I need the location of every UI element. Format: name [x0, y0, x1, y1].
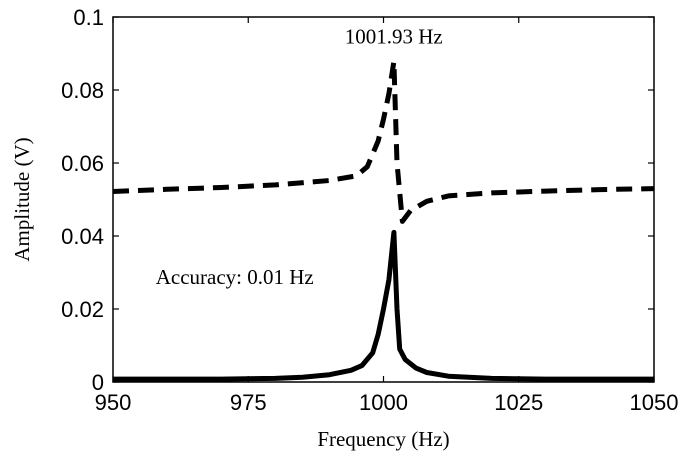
- y-tick-labels: 0 0.02 0.04 0.06 0.08 0.1: [61, 5, 104, 395]
- y-tick-label: 0.06: [61, 151, 104, 176]
- x-tick-label: 1050: [630, 390, 679, 415]
- series: [112, 59, 655, 382]
- x-axis-title: Frequency (Hz): [317, 427, 449, 451]
- x-tick-label: 950: [95, 390, 132, 415]
- dashed-series-line: [112, 59, 655, 224]
- y-tick-label: 0.08: [61, 78, 104, 103]
- y-tick-label: 0.02: [61, 297, 104, 322]
- annotations: 1001.93 Hz Accuracy: 0.01 Hz: [156, 24, 443, 289]
- x-tick-labels: 950 975 1000 1025 1050: [95, 390, 679, 415]
- y-tick-label: 0.04: [61, 224, 104, 249]
- annotation-label: Accuracy: 0.01 Hz: [156, 265, 314, 289]
- x-tick-label: 1025: [494, 390, 543, 415]
- ticks: [112, 16, 655, 383]
- y-tick-label: 0.1: [73, 5, 104, 30]
- x-tick-label: 975: [230, 390, 267, 415]
- y-axis-title: Amplitude (V): [10, 137, 34, 261]
- x-tick-label: 1000: [359, 390, 408, 415]
- solid-series-line: [113, 229, 654, 382]
- y-tick-label: 0: [92, 370, 104, 395]
- plot-frame: [112, 16, 655, 383]
- annotation-label: 1001.93 Hz: [345, 24, 443, 48]
